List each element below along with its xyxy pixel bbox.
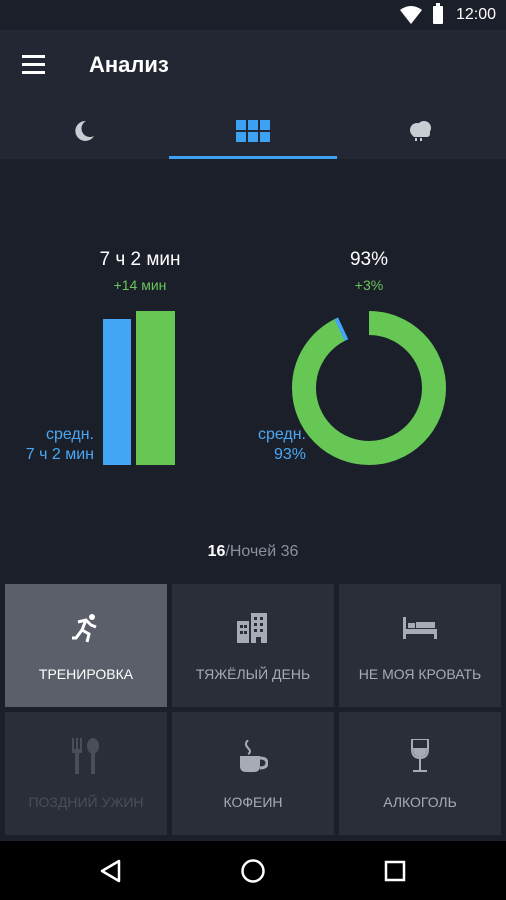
quality-average-marker xyxy=(334,317,349,341)
tag-label: НЕ МОЯ КРОВАТЬ xyxy=(358,666,482,682)
tag-caffeine[interactable]: КОФЕИН xyxy=(172,712,334,835)
duration-value: 7 ч 2 мин xyxy=(99,249,181,270)
wine-glass-icon xyxy=(411,739,429,772)
tag-not-my-bed[interactable]: НЕ МОЯ КРОВАТЬ xyxy=(339,584,501,707)
tag-label: АЛКОГОЛЬ xyxy=(383,794,457,810)
nights-total: /Ночей 36 xyxy=(225,543,299,560)
quality-ring xyxy=(292,311,446,465)
duration-average-value: 7 ч 2 мин xyxy=(25,446,94,463)
recents-button[interactable] xyxy=(377,853,413,889)
tab-bar xyxy=(0,102,506,159)
system-nav-bar xyxy=(0,841,506,900)
quality-delta: +3% xyxy=(354,277,384,293)
hamburger-menu-icon[interactable] xyxy=(22,55,46,75)
recents-square-icon xyxy=(384,860,406,882)
nights-counter: 16/Ночей 36 xyxy=(0,543,506,561)
tag-hard-day[interactable]: ТЯЖЁЛЫЙ ДЕНЬ xyxy=(172,584,334,707)
nights-current: 16 xyxy=(207,543,226,560)
quality-average: средн. 93% xyxy=(200,425,306,465)
wifi-icon xyxy=(400,6,422,24)
weather-cloud-icon xyxy=(410,120,431,141)
app-bar: Анализ xyxy=(0,30,506,102)
office-building-icon xyxy=(237,613,267,643)
fork-spoon-icon xyxy=(72,738,99,774)
tag-label: ТРЕНИРОВКА xyxy=(38,666,134,682)
tag-alcohol[interactable]: АЛКОГОЛЬ xyxy=(339,712,501,835)
duration-average-label: средн. xyxy=(45,426,94,443)
quality-average-value: 93% xyxy=(273,446,306,463)
running-icon xyxy=(72,614,97,643)
tab-analysis-grid[interactable] xyxy=(169,102,337,159)
home-button[interactable] xyxy=(235,853,271,889)
tag-label: ПОЗДНИЙ УЖИН xyxy=(28,794,144,810)
duration-stat: 7 ч 2 мин +14 мин xyxy=(75,249,205,293)
page-title: Анализ xyxy=(89,52,169,77)
duration-average: средн. 7 ч 2 мин xyxy=(0,425,94,465)
status-time: 12:00 xyxy=(455,6,496,23)
active-tab-indicator xyxy=(169,156,337,159)
home-circle-icon xyxy=(241,859,265,883)
back-triangle-icon xyxy=(100,859,121,883)
quality-average-label: средн. xyxy=(257,426,306,443)
tab-weather[interactable] xyxy=(337,102,505,159)
moon-icon xyxy=(75,120,94,141)
quality-value: 93% xyxy=(349,249,389,270)
duration-delta: +14 мин xyxy=(113,277,167,293)
coffee-cup-icon xyxy=(240,740,268,772)
duration-current-bar xyxy=(136,311,175,465)
bed-icon xyxy=(403,617,437,639)
duration-average-bar xyxy=(103,319,131,465)
quality-stat: 93% +3% xyxy=(319,249,419,293)
status-bar: 12:00 xyxy=(0,0,506,30)
grid-icon xyxy=(236,119,270,142)
tag-label: КОФЕИН xyxy=(223,794,283,810)
quality-ring-arc xyxy=(292,311,446,465)
tag-label: ТЯЖЁЛЫЙ ДЕНЬ xyxy=(195,666,311,682)
battery-icon xyxy=(433,3,443,24)
back-button[interactable] xyxy=(92,853,128,889)
tag-late-dinner[interactable]: ПОЗДНИЙ УЖИН xyxy=(5,712,167,835)
tag-workout[interactable]: ТРЕНИРОВКА xyxy=(5,584,167,707)
tab-sleep[interactable] xyxy=(0,102,168,159)
